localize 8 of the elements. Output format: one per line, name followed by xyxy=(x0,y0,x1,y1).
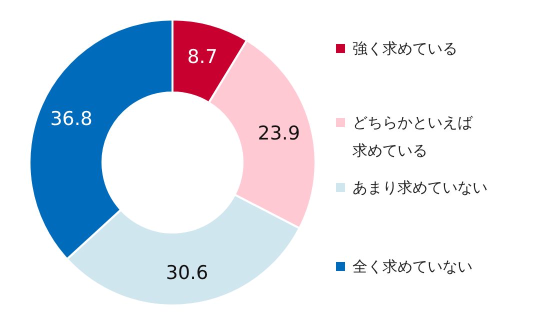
data-label: 30.6 xyxy=(166,262,208,284)
data-label: 8.7 xyxy=(187,46,218,68)
data-label: 36.8 xyxy=(50,108,93,130)
legend-label: 全く求めていない xyxy=(352,258,472,276)
legend-label: どちらかといえば求めている xyxy=(352,114,474,160)
data-label: 23.9 xyxy=(258,122,300,145)
legend-label: 強く求めている xyxy=(352,40,458,58)
legend-label: あまり求めていない xyxy=(352,178,488,196)
